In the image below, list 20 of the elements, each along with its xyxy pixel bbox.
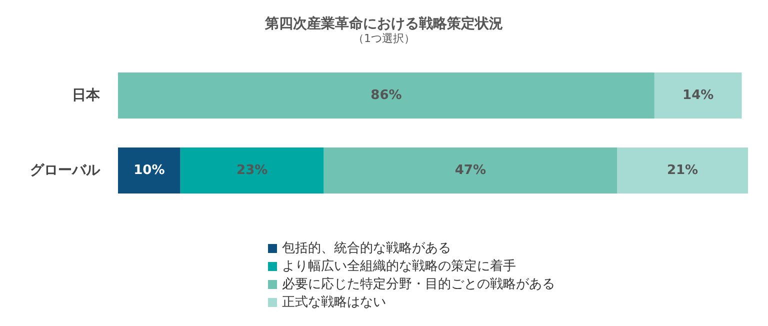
bar: [617, 148, 748, 194]
data-label: 21%: [666, 163, 698, 178]
y-tick-label: グローバル: [30, 162, 101, 178]
data-label: 14%: [682, 88, 714, 103]
bar: [654, 72, 742, 118]
legend-label: より幅広い全組織的な戦略の策定に着手: [282, 258, 516, 274]
y-tick-label: 日本: [72, 88, 101, 104]
chart-title: 第四次産業革命における戦略策定状況: [264, 15, 503, 32]
data-label: 47%: [454, 163, 486, 178]
data-label: 23%: [236, 163, 268, 178]
bar: [118, 72, 654, 118]
legend-label: 正式な戦略はない: [282, 295, 386, 310]
bar: [118, 148, 180, 194]
bar: [324, 148, 618, 194]
bar: [180, 148, 324, 194]
legend-label: 包括的、統合的な戦略がある: [282, 241, 451, 256]
chart-subtitle: （1つ選択）: [353, 32, 415, 45]
data-label: 86%: [370, 88, 402, 103]
data-label: 10%: [134, 163, 165, 178]
legend-label: 必要に応じた特定分野・目的ごとの戦略がある: [282, 276, 555, 292]
